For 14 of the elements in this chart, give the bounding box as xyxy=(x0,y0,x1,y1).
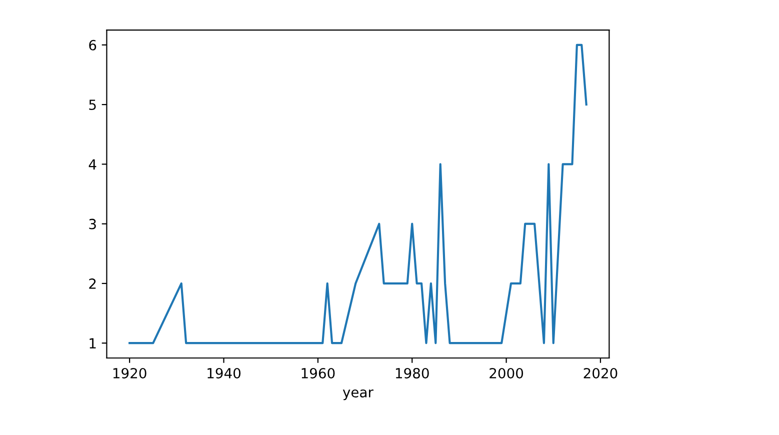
y-tick-label: 6 xyxy=(89,40,96,50)
line-series xyxy=(128,44,588,344)
x-tick-label: 2000 xyxy=(490,368,524,378)
x-tick-label: 1960 xyxy=(302,368,335,378)
x-tick-label: 1940 xyxy=(208,368,240,378)
x-axis-title: year xyxy=(342,390,374,400)
x-tick-label: 2020 xyxy=(584,368,618,378)
y-tick-label: 3 xyxy=(89,218,96,230)
y-tick-label: 5 xyxy=(89,100,96,110)
x-tick-label: 1920 xyxy=(113,368,146,378)
y-tick-label: 4 xyxy=(88,159,96,170)
x-tick-label: 1980 xyxy=(396,368,429,378)
y-tick-label: 1 xyxy=(90,338,96,348)
y-tick-label: 2 xyxy=(89,278,96,289)
